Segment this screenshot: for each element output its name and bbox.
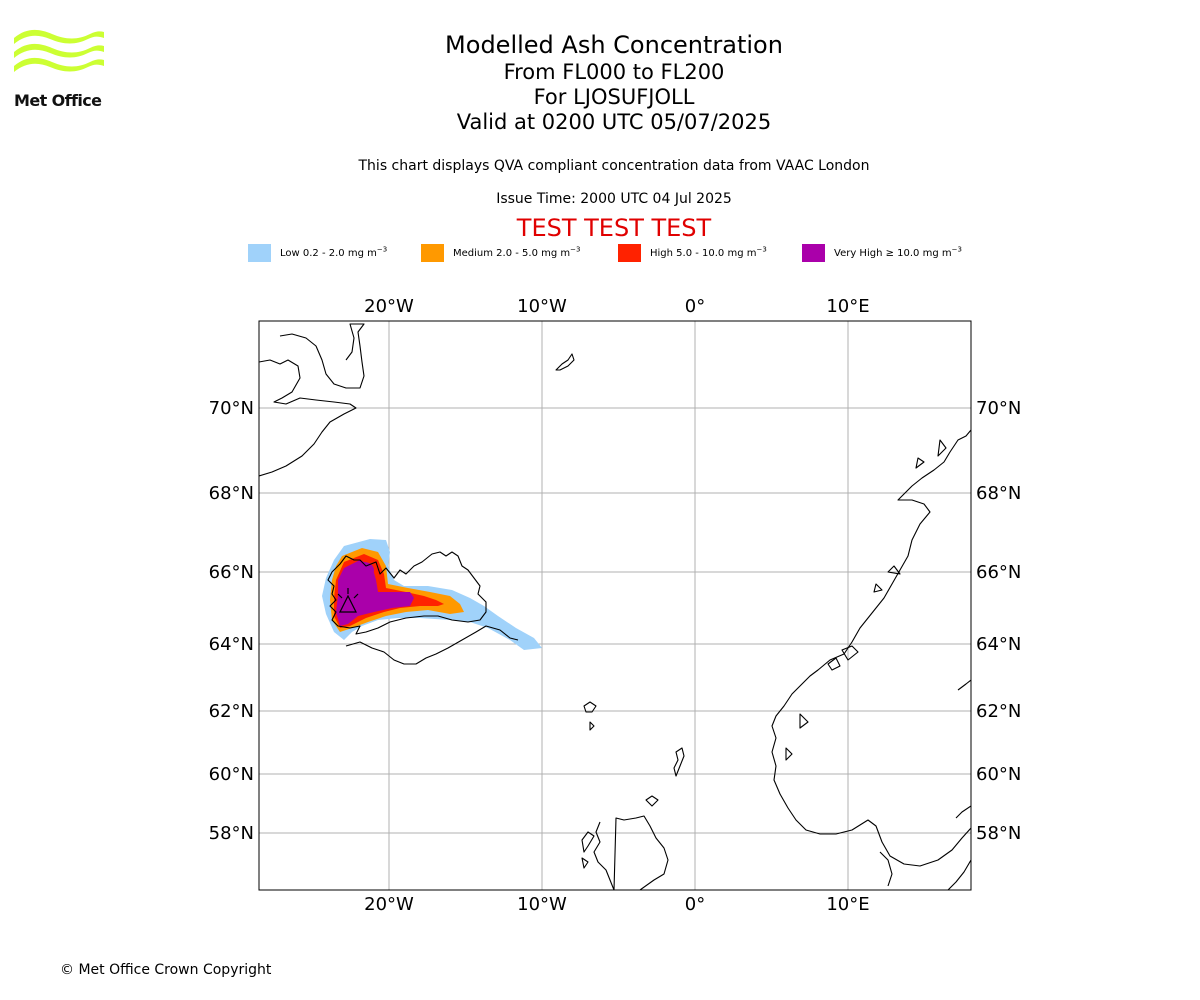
legend-swatch-medium [421, 244, 444, 262]
graticule [259, 321, 971, 890]
coast-scotland [593, 815, 669, 890]
flight-level-range: From FL000 to FL200 [503, 60, 725, 84]
coast-norway-islands [785, 439, 947, 761]
lon-label-bottom-10e: 10°E [826, 894, 869, 915]
coast-sweden [947, 859, 971, 890]
lat-label-left-70n: 70°N [209, 398, 254, 419]
coast-jan-mayen [555, 353, 575, 371]
volcano-marker [337, 588, 359, 613]
lon-label-top-10w: 10°W [517, 296, 567, 317]
coast-denmark [955, 805, 971, 819]
coast-greenland [259, 359, 357, 477]
met-office-logo: Met Office [12, 28, 112, 118]
lon-label-top-0: 0° [685, 296, 705, 317]
coast-orkney [645, 795, 659, 807]
left-latitude-labels: 70°N 68°N 66°N 64°N 62°N 60°N 58°N [209, 398, 254, 844]
bottom-longitude-labels: 20°W 10°W 0° 10°E [364, 894, 869, 915]
lat-label-right-66n: 66°N [976, 562, 1021, 583]
legend-label-very-high: Very High ≥ 10.0 [834, 247, 920, 259]
lon-label-top-10e: 10°E [826, 296, 869, 317]
coast-greenland-fjord [279, 323, 365, 389]
lon-label-bottom-10w: 10°W [517, 894, 567, 915]
lat-label-left-58n: 58°N [209, 823, 254, 844]
coast-faroe [583, 701, 597, 731]
coast-iceland-south [345, 625, 519, 665]
test-banner: TEST TEST TEST [516, 214, 712, 242]
lat-label-right-62n: 62°N [976, 701, 1021, 722]
volcano-triangle-icon [339, 594, 357, 613]
legend-swatch-very-high [802, 244, 825, 262]
qva-note: This chart displays QVA compliant concen… [358, 158, 870, 174]
coast-hebrides [581, 831, 595, 869]
ash-plume [322, 539, 542, 650]
legend-swatch-low [248, 244, 271, 262]
legend-label-high: High 5.0 - 10.0 [650, 247, 725, 259]
coast-finland [957, 679, 971, 691]
chart-title-block: Modelled Ash Concentration From FL000 to… [214, 30, 1014, 135]
legend-label-low: Low 0.2 - 2.0 [280, 247, 345, 259]
lat-label-left-68n: 68°N [209, 483, 254, 504]
coastlines [259, 323, 971, 890]
valid-time: Valid at 0200 UTC 05/07/2025 [456, 110, 772, 134]
legend-label-medium: Medium 2.0 - 5.0 [453, 247, 538, 259]
legend-item-very-high: Very High ≥ 10.0 mg m−3 [802, 244, 962, 262]
concentration-legend: Low 0.2 - 2.0 mg m−3 Medium 2.0 - 5.0 mg… [0, 244, 1200, 264]
coast-sweden-inner [879, 851, 893, 887]
legend-item-high: High 5.0 - 10.0 mg m−3 [618, 244, 767, 262]
legend-swatch-high [618, 244, 641, 262]
coast-shetland [673, 747, 685, 777]
issue-time: Issue Time: 2000 UTC 04 Jul 2025 [496, 191, 732, 207]
met-office-wave-icon [14, 29, 104, 72]
legend-item-low: Low 0.2 - 2.0 mg m−3 [248, 244, 387, 262]
lon-label-bottom-20w: 20°W [364, 894, 414, 915]
ash-very-high-core [354, 562, 374, 578]
coast-norway [771, 429, 971, 867]
lat-label-right-64n: 64°N [976, 634, 1021, 655]
lon-label-top-20w: 20°W [364, 296, 414, 317]
top-longitude-labels: 20°W 10°W 0° 10°E [364, 296, 869, 317]
map-content [259, 321, 971, 890]
lon-label-bottom-0: 0° [685, 894, 705, 915]
lat-label-right-58n: 58°N [976, 823, 1021, 844]
lat-label-right-70n: 70°N [976, 398, 1021, 419]
volcano-name: For LJOSUFJOLL [533, 85, 695, 109]
lat-label-right-68n: 68°N [976, 483, 1021, 504]
ash-very-high-area [336, 560, 414, 626]
lat-label-left-66n: 66°N [209, 562, 254, 583]
copyright-notice: © Met Office Crown Copyright [60, 962, 272, 978]
right-latitude-labels: 70°N 68°N 66°N 64°N 62°N 60°N 58°N [976, 398, 1021, 844]
lat-label-left-60n: 60°N [209, 764, 254, 785]
lat-label-left-64n: 64°N [209, 634, 254, 655]
lat-label-right-60n: 60°N [976, 764, 1021, 785]
legend-item-medium: Medium 2.0 - 5.0 mg m−3 [421, 244, 580, 262]
chart-title: Modelled Ash Concentration [445, 31, 783, 59]
coast-iceland [327, 551, 487, 635]
map-frame [258, 320, 972, 891]
logo-wordmark: Met Office [14, 91, 102, 110]
lat-label-left-62n: 62°N [209, 701, 254, 722]
